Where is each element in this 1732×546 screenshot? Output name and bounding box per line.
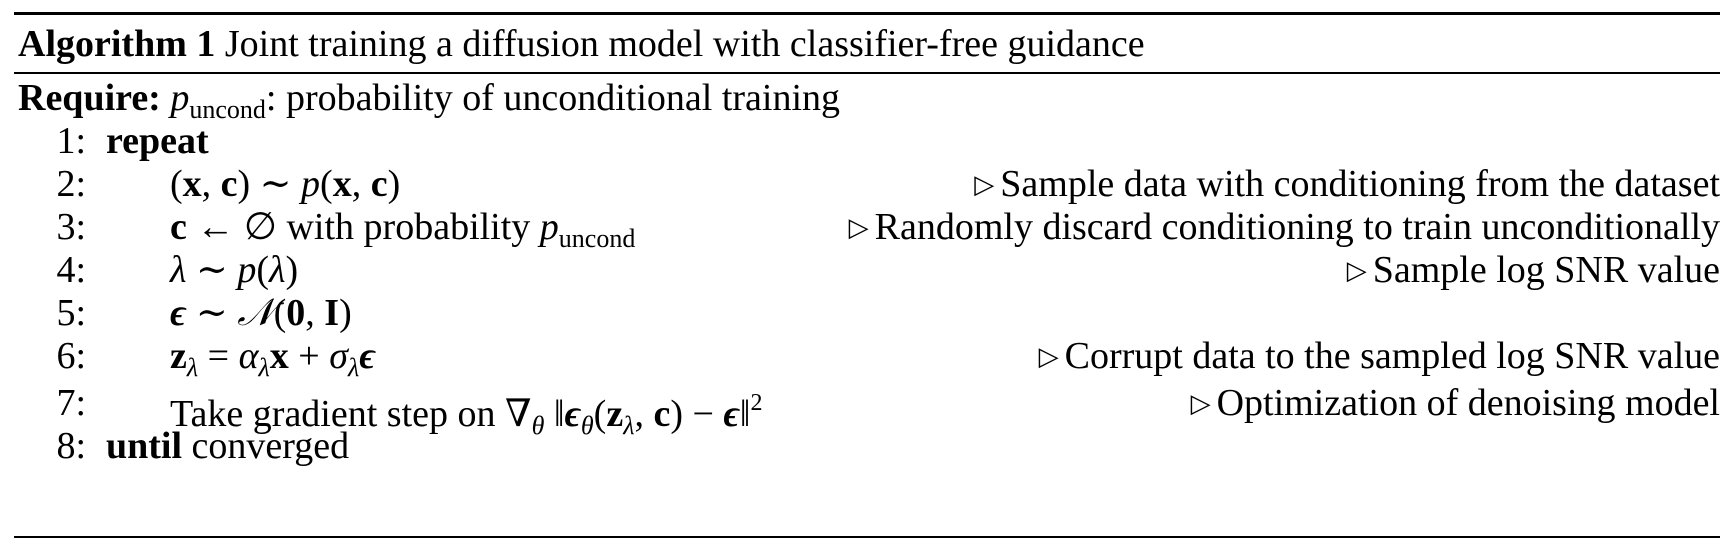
step-3-math: c ← ∅ with probability puncond — [170, 206, 636, 253]
step-3-comment: ▷ Randomly discard conditioning to train … — [848, 206, 1720, 248]
comment-triangle-icon: ▷ — [1038, 342, 1059, 371]
top-rule — [14, 12, 1720, 15]
require-description: : probability of unconditional training — [265, 77, 841, 119]
comment-triangle-icon: ▷ — [1190, 389, 1211, 418]
comment-triangle-icon: ▷ — [848, 213, 869, 242]
algorithm-title: Joint training a diffusion model with cl… — [224, 23, 1145, 65]
step-1: 1: repeat — [18, 118, 1720, 164]
step-4: 4: λ ∼ p(λ) ▷ Sample log SNR value — [18, 247, 1720, 293]
line-number: 6: — [56, 335, 86, 377]
step-6: 6: zλ = αλx + σλϵ ▷ Corrupt data to the s… — [18, 333, 1720, 382]
step-2: 2: (x, c) ∼ p(x, c) ▷ Sample data with co… — [18, 161, 1720, 207]
require-line: Require: puncond: probability of uncondi… — [18, 75, 1720, 124]
bottom-rule — [14, 536, 1720, 538]
step-5-math: ϵ ∼ 𝒩(0, I) — [170, 292, 352, 334]
step-3: 3: c ← ∅ with probability puncond ▷ Rando… — [18, 204, 1720, 253]
until-keyword: until — [106, 425, 183, 467]
comment-triangle-icon: ▷ — [974, 170, 995, 199]
line-number: 2: — [56, 163, 86, 205]
algorithm-label: Algorithm 1 — [18, 23, 216, 65]
algorithm-caption: Algorithm 1 Joint training a diffusion m… — [18, 16, 1145, 72]
line-number: 1: — [56, 120, 86, 162]
step-7: 7: Take gradient step on ∇θ ‖ϵθ(zλ, c) −… — [18, 380, 1720, 440]
comment-triangle-icon: ▷ — [1346, 256, 1367, 285]
step-2-math: (x, c) ∼ p(x, c) — [170, 163, 401, 205]
step-6-math: zλ = αλx + σλϵ — [170, 335, 376, 382]
step-2-comment: ▷ Sample data with conditioning from the … — [974, 163, 1720, 205]
line-number: 5: — [56, 292, 86, 334]
line-number: 4: — [56, 249, 86, 291]
step-8: 8: until converged — [18, 423, 1720, 469]
require-variable: p — [170, 77, 190, 119]
line-number: 7: — [56, 382, 86, 424]
repeat-keyword: repeat — [106, 120, 209, 162]
step-4-math: λ ∼ p(λ) — [170, 249, 299, 291]
line-number: 8: — [56, 425, 86, 467]
step-8-text: until converged — [106, 425, 350, 467]
step-6-comment: ▷ Corrupt data to the sampled log SNR val… — [1038, 335, 1720, 377]
caption-rule — [14, 72, 1720, 74]
step-4-comment: ▷ Sample log SNR value — [1346, 249, 1720, 291]
step-7-math: Take gradient step on ∇θ ‖ϵθ(zλ, c) − ϵ‖… — [170, 390, 763, 440]
require-variable-subscript: uncond — [189, 95, 266, 124]
step-5: 5: ϵ ∼ 𝒩(0, I) — [18, 290, 1720, 336]
step-7-comment: ▷ Optimization of denoising model — [1190, 382, 1720, 424]
line-number: 3: — [56, 206, 86, 248]
require-keyword: Require: — [18, 77, 161, 119]
